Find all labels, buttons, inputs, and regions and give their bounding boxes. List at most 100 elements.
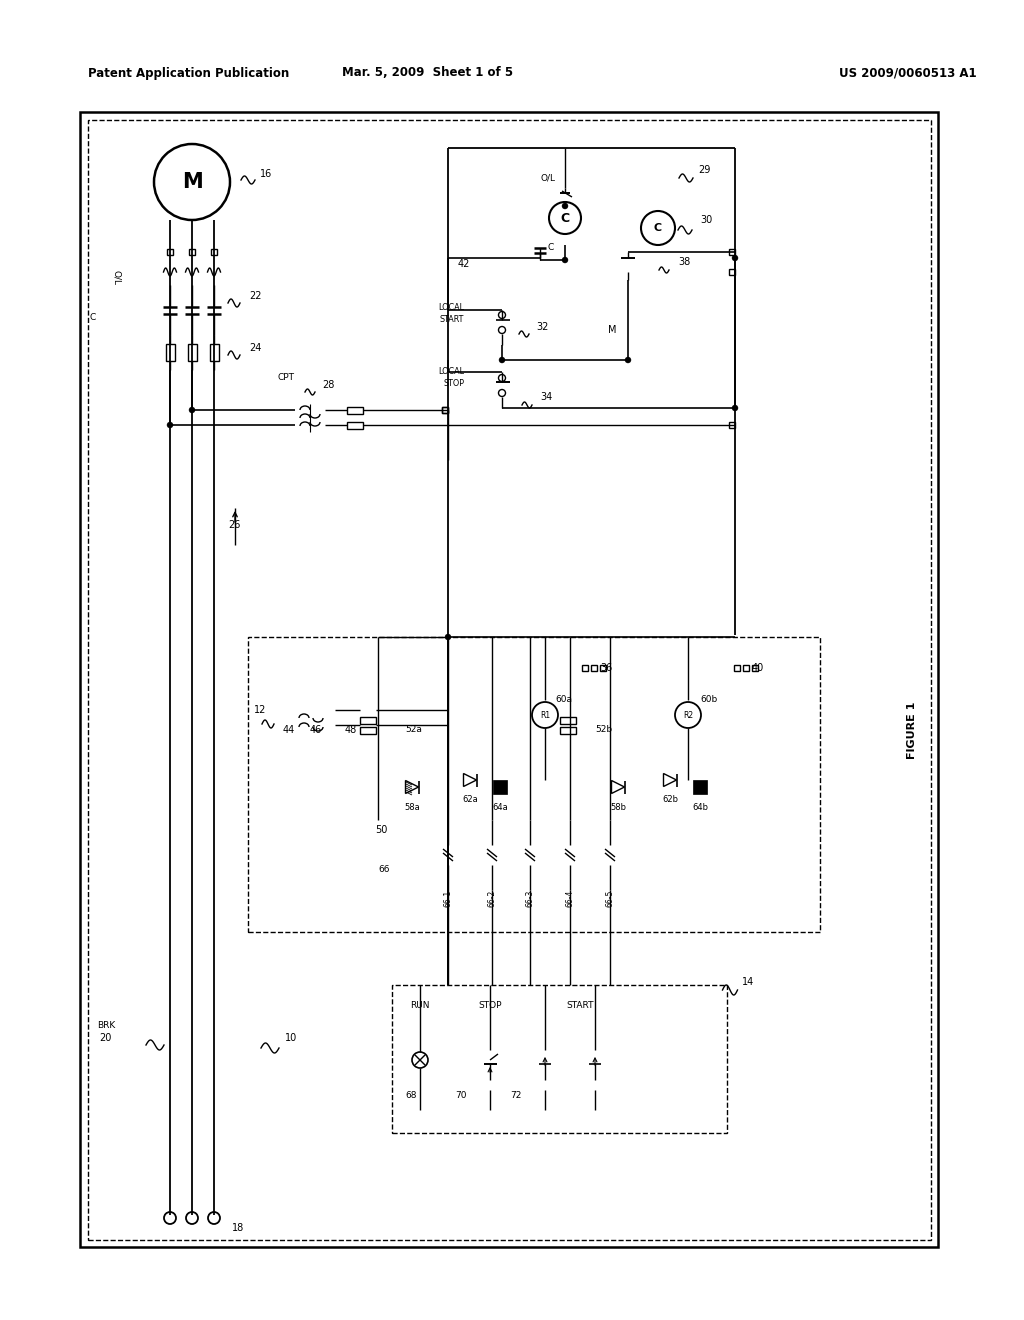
Text: 58a: 58a [404,804,420,813]
Text: O/L: O/L [112,271,121,285]
Text: 64a: 64a [493,804,508,813]
Bar [493,780,507,795]
Text: STOP: STOP [443,379,464,388]
Bar [166,343,174,362]
Circle shape [445,634,451,640]
Text: 10: 10 [285,1034,297,1043]
Text: 44: 44 [283,725,295,735]
Text: 42: 42 [458,259,470,269]
Bar [591,665,597,671]
Bar [583,665,588,671]
Bar [80,112,938,1247]
Bar [729,269,735,275]
Circle shape [625,356,631,363]
Text: 50: 50 [375,825,387,836]
Text: 66-5: 66-5 [605,890,614,907]
Circle shape [562,257,568,263]
Text: 60b: 60b [700,696,717,705]
Text: 62b: 62b [662,796,678,804]
Text: RUN: RUN [411,1001,430,1010]
Text: US 2009/0060513 A1: US 2009/0060513 A1 [840,66,977,79]
Text: 29: 29 [698,165,711,176]
Text: 22: 22 [249,290,261,301]
Text: 18: 18 [232,1224,245,1233]
Text: 60a: 60a [555,696,572,705]
Text: 68: 68 [406,1090,417,1100]
Circle shape [732,255,738,261]
Text: 24: 24 [249,343,261,352]
Circle shape [167,422,173,428]
Bar [210,343,218,362]
Text: 62a: 62a [462,796,478,804]
Text: 58b: 58b [610,804,626,813]
Text: 16: 16 [260,169,272,180]
Text: 34: 34 [540,392,552,403]
Bar [248,638,820,932]
Circle shape [189,407,195,413]
Bar [729,249,735,255]
Text: 32: 32 [536,322,549,333]
Bar [560,717,575,723]
Text: 70: 70 [455,1090,467,1100]
Text: M: M [181,172,203,191]
Text: 20: 20 [99,1034,112,1043]
Text: 52a: 52a [406,726,422,734]
Bar [743,665,749,671]
Text: 30: 30 [700,215,713,224]
Text: 64b: 64b [692,804,708,813]
Text: O/L: O/L [541,173,555,182]
Bar [88,120,931,1239]
Text: BRK: BRK [97,1020,116,1030]
Bar [360,717,376,723]
Text: R2: R2 [683,710,693,719]
Text: 66: 66 [378,866,389,874]
Text: 40: 40 [752,663,764,673]
Bar [442,408,447,413]
Text: 26: 26 [228,520,241,531]
Circle shape [562,203,568,209]
Bar [734,665,739,671]
Text: Mar. 5, 2009  Sheet 1 of 5: Mar. 5, 2009 Sheet 1 of 5 [342,66,514,79]
Bar [167,249,173,255]
Bar [187,343,197,362]
Bar [600,665,606,671]
Text: LOCAL: LOCAL [438,367,464,376]
Text: 14: 14 [742,977,755,987]
Text: C: C [560,211,569,224]
Text: Patent Application Publication: Patent Application Publication [88,66,289,79]
Circle shape [499,356,505,363]
Bar [693,780,707,795]
Text: 66-1: 66-1 [443,890,453,907]
Text: 66-4: 66-4 [565,890,574,907]
Text: LOCAL: LOCAL [438,304,464,313]
Text: 48: 48 [345,725,357,735]
Text: 46: 46 [310,725,323,735]
Text: CPT: CPT [278,374,295,383]
Text: FIGURE 1: FIGURE 1 [907,701,918,759]
Text: 66-2: 66-2 [487,890,497,907]
Circle shape [732,405,738,411]
Bar [347,407,362,413]
Text: M: M [608,325,616,335]
Bar [729,422,735,428]
Bar [753,665,758,671]
Text: 38: 38 [678,257,690,267]
Bar [392,985,727,1133]
Text: R1: R1 [540,710,550,719]
Text: C: C [90,314,96,322]
Text: 72: 72 [510,1090,521,1100]
Bar [347,421,362,429]
Bar [211,249,217,255]
Text: START: START [439,314,464,323]
Bar [442,408,447,413]
Text: 66-3: 66-3 [525,890,535,907]
Bar [360,726,376,734]
Text: 36: 36 [600,663,612,673]
Text: C: C [548,243,554,252]
Text: START: START [566,1001,594,1010]
Text: 28: 28 [322,380,335,389]
Text: 52b: 52b [595,726,612,734]
Text: STOP: STOP [478,1001,502,1010]
Bar [189,249,195,255]
Text: 12: 12 [254,705,266,715]
